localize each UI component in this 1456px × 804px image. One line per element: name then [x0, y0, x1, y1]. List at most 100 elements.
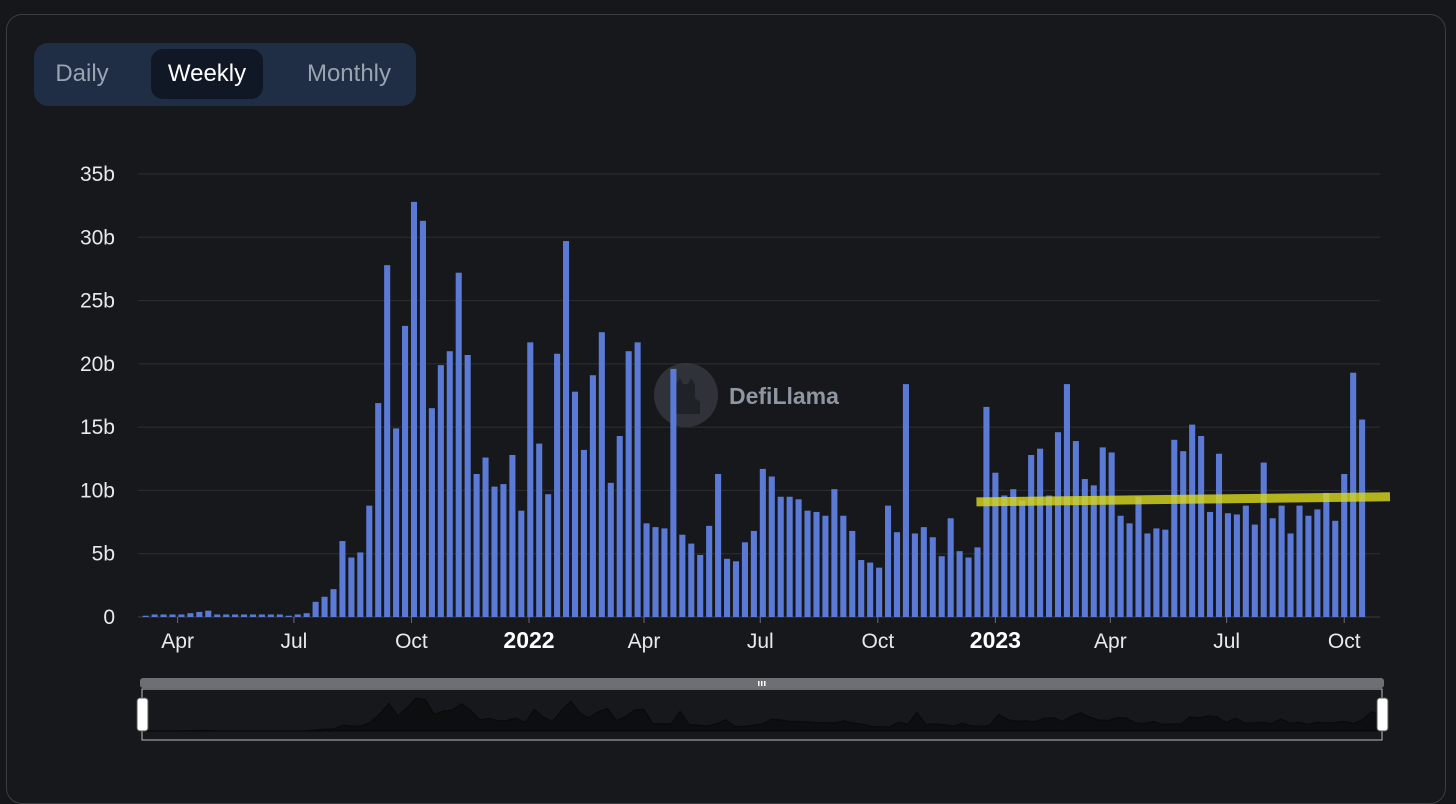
- bar[interactable]: [724, 558, 731, 617]
- bar[interactable]: [813, 511, 820, 617]
- bar[interactable]: [509, 454, 516, 617]
- bar[interactable]: [249, 614, 257, 617]
- bar[interactable]: [1278, 505, 1285, 617]
- bar[interactable]: [858, 560, 865, 617]
- bar[interactable]: [1081, 479, 1088, 617]
- bar[interactable]: [1305, 515, 1312, 617]
- bar[interactable]: [446, 351, 453, 617]
- bar[interactable]: [679, 534, 686, 617]
- bar[interactable]: [294, 614, 301, 617]
- bar[interactable]: [1296, 505, 1303, 617]
- bar[interactable]: [384, 265, 391, 617]
- bar[interactable]: [455, 272, 462, 617]
- navigator-right-handle[interactable]: [1376, 697, 1389, 732]
- bar[interactable]: [670, 368, 677, 617]
- bar[interactable]: [768, 476, 775, 617]
- bar[interactable]: [428, 408, 435, 617]
- bar[interactable]: [706, 525, 713, 617]
- bar[interactable]: [1144, 533, 1151, 617]
- bar[interactable]: [804, 510, 811, 617]
- bar[interactable]: [491, 486, 498, 617]
- bar[interactable]: [1323, 492, 1330, 617]
- bar[interactable]: [563, 241, 570, 617]
- bar[interactable]: [375, 403, 382, 617]
- bar[interactable]: [831, 489, 838, 617]
- bar[interactable]: [634, 342, 641, 617]
- bar[interactable]: [1072, 441, 1079, 617]
- bar[interactable]: [580, 449, 587, 617]
- bar[interactable]: [795, 499, 802, 617]
- bar[interactable]: [1180, 451, 1187, 617]
- bar[interactable]: [312, 601, 319, 617]
- bar[interactable]: [974, 547, 981, 617]
- bar[interactable]: [697, 554, 704, 617]
- bar[interactable]: [715, 473, 722, 617]
- bar[interactable]: [1090, 485, 1097, 617]
- bar[interactable]: [822, 515, 829, 617]
- bar[interactable]: [1251, 524, 1258, 617]
- bar[interactable]: [267, 614, 274, 617]
- bar[interactable]: [545, 494, 552, 617]
- bar[interactable]: [1287, 533, 1294, 617]
- bar[interactable]: [1046, 495, 1053, 617]
- bar[interactable]: [750, 530, 757, 617]
- bar[interactable]: [1162, 529, 1169, 617]
- bar[interactable]: [688, 543, 695, 617]
- bar[interactable]: [339, 541, 346, 617]
- bar[interactable]: [321, 596, 328, 617]
- bar[interactable]: [876, 567, 883, 617]
- bar[interactable]: [885, 505, 892, 617]
- bar[interactable]: [276, 614, 283, 617]
- bar[interactable]: [1099, 447, 1106, 617]
- bar[interactable]: [473, 473, 480, 617]
- bar[interactable]: [1359, 419, 1366, 617]
- navigator-window[interactable]: [141, 688, 1383, 741]
- bar[interactable]: [419, 220, 426, 617]
- bar[interactable]: [330, 589, 337, 617]
- bar[interactable]: [402, 325, 409, 617]
- bar[interactable]: [1010, 489, 1017, 617]
- bar[interactable]: [607, 482, 614, 617]
- bar[interactable]: [643, 523, 650, 617]
- bar[interactable]: [1314, 509, 1321, 617]
- bar[interactable]: [527, 342, 534, 617]
- bar[interactable]: [357, 552, 364, 617]
- bar[interactable]: [1019, 500, 1026, 617]
- bar[interactable]: [1135, 496, 1142, 617]
- bar[interactable]: [393, 428, 400, 617]
- bar[interactable]: [983, 406, 990, 617]
- bar[interactable]: [947, 518, 954, 617]
- bar[interactable]: [893, 532, 901, 617]
- bar[interactable]: [759, 468, 766, 617]
- bar[interactable]: [741, 542, 748, 617]
- bar[interactable]: [1207, 511, 1214, 617]
- bar[interactable]: [187, 613, 194, 617]
- bar[interactable]: [232, 614, 239, 617]
- bar[interactable]: [518, 510, 525, 617]
- bar[interactable]: [1242, 505, 1249, 617]
- bar[interactable]: [732, 561, 740, 617]
- bar[interactable]: [652, 527, 659, 617]
- toggle-monthly[interactable]: Monthly: [306, 60, 392, 87]
- bar[interactable]: [482, 457, 489, 617]
- bar[interactable]: [169, 614, 176, 617]
- bar[interactable]: [1198, 436, 1205, 617]
- bar[interactable]: [1037, 448, 1044, 617]
- bar[interactable]: [142, 615, 149, 617]
- bar[interactable]: [214, 614, 221, 617]
- bar[interactable]: [1054, 432, 1062, 617]
- bar[interactable]: [867, 562, 874, 617]
- bar[interactable]: [956, 551, 963, 617]
- bar[interactable]: [500, 484, 507, 617]
- bar[interactable]: [437, 365, 444, 617]
- bar[interactable]: [786, 496, 793, 617]
- bar[interactable]: [348, 557, 355, 617]
- bar[interactable]: [1233, 514, 1240, 617]
- bar[interactable]: [1001, 495, 1008, 617]
- bar[interactable]: [849, 530, 856, 617]
- bar[interactable]: [938, 556, 945, 617]
- bar[interactable]: [911, 533, 918, 617]
- bar[interactable]: [992, 472, 999, 617]
- bar[interactable]: [196, 611, 203, 617]
- bar[interactable]: [1260, 462, 1267, 617]
